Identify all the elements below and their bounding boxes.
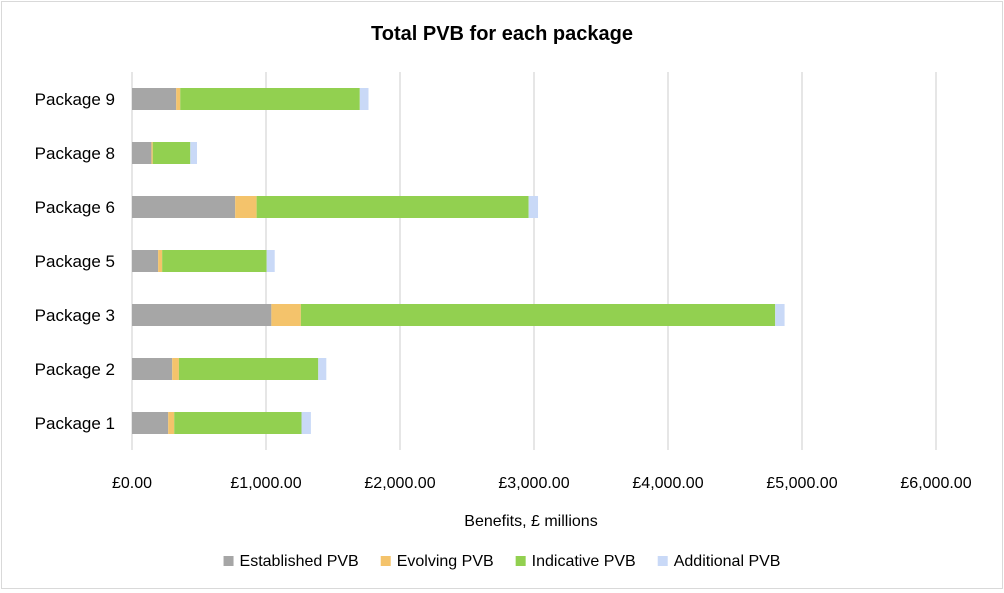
x-tick-label: £5,000.00: [766, 475, 837, 492]
bar-segment: [300, 304, 776, 326]
chart-title: Total PVB for each package: [371, 23, 633, 45]
bar-segment: [266, 250, 275, 272]
bar-segment: [132, 412, 169, 434]
bar-segment: [318, 358, 327, 380]
x-tick-label: £1,000.00: [230, 475, 301, 492]
y-category-label: Package 5: [35, 252, 115, 271]
legend-label: Indicative PVB: [532, 553, 636, 570]
legend-label: Additional PVB: [674, 553, 781, 570]
y-axis-labels: Package 9 Package 8 Package 6 Package 5 Pack…: [35, 90, 115, 433]
x-tick-label: £4,000.00: [632, 475, 703, 492]
bar-segment: [176, 88, 181, 110]
bar-segment: [172, 358, 179, 380]
legend-item: Evolving PVB: [380, 553, 494, 570]
bar-segment: [132, 304, 272, 326]
x-axis-title: Benefits, £ millions: [464, 513, 597, 530]
bar-segment: [168, 412, 175, 434]
bar-segment: [180, 88, 360, 110]
bar-segment: [152, 142, 191, 164]
legend-swatch: [657, 556, 668, 566]
x-tick-label: £2,000.00: [364, 475, 435, 492]
grid-lines: [131, 72, 937, 450]
x-tick-label: £6,000.00: [900, 475, 971, 492]
bar-segment: [775, 304, 785, 326]
legend-label: Evolving PVB: [397, 553, 494, 570]
bar-segment: [301, 412, 311, 434]
bar-segment: [190, 142, 197, 164]
bar-segment: [178, 358, 319, 380]
y-category-label: Package 3: [35, 306, 115, 325]
x-axis-tick-labels: £0.00 £1,000.00 £2,000.00 £3,000.00 £4,000.0…: [112, 475, 972, 492]
bar-segment: [132, 88, 177, 110]
legend-label: Established PVB: [240, 553, 359, 570]
legend-item: Indicative PVB: [515, 553, 636, 570]
bars: [132, 88, 785, 434]
bar-segment: [528, 196, 539, 218]
bar-segment: [235, 196, 257, 218]
y-category-label: Package 9: [35, 90, 115, 109]
bar-segment: [132, 142, 152, 164]
x-tick-label: £0.00: [112, 475, 152, 492]
y-category-label: Package 6: [35, 198, 115, 217]
legend-swatch: [380, 556, 391, 566]
legend-swatch: [223, 556, 234, 566]
bar-segment: [158, 250, 163, 272]
legend-item: Established PVB: [223, 553, 359, 570]
legend-item: Additional PVB: [657, 553, 781, 570]
y-category-label: Package 8: [35, 144, 115, 163]
legend: Established PVB Evolving PVB Indicative PV…: [223, 553, 781, 570]
y-category-label: Package 1: [35, 414, 115, 433]
bar-segment: [132, 250, 159, 272]
bar-segment: [174, 412, 302, 434]
y-category-label: Package 2: [35, 360, 115, 379]
legend-swatch: [515, 556, 526, 566]
bar-segment: [132, 196, 236, 218]
bar-segment: [151, 142, 153, 164]
bar-segment: [271, 304, 301, 326]
bar-segment: [132, 358, 173, 380]
bar-segment: [162, 250, 267, 272]
x-tick-label: £3,000.00: [498, 475, 569, 492]
bar-segment: [359, 88, 369, 110]
bar-segment: [256, 196, 529, 218]
